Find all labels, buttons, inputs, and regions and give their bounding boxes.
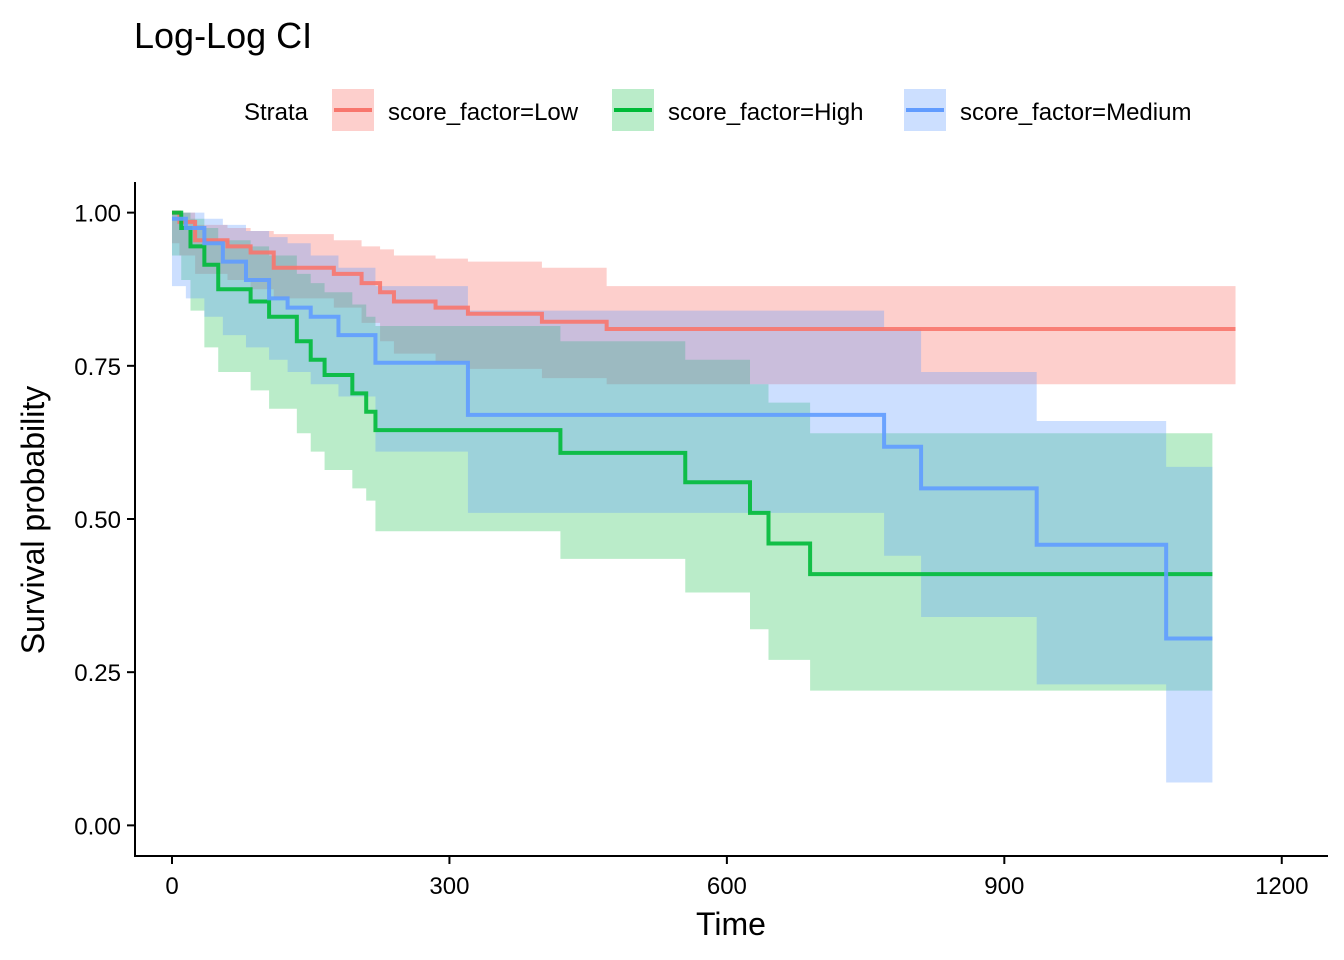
x-tick-label: 600 [707,873,747,900]
legend-label-0: score_factor=Low [388,99,579,126]
ci-band-2 [171,212,1213,783]
x-axis-title: Time [696,906,766,942]
legend-label-1: score_factor=High [668,99,863,126]
x-tick-label: 0 [165,873,178,900]
chart-title: Log-Log CI [134,15,312,56]
survival-curve-2 [171,216,1213,641]
x-tick-label: 1200 [1255,873,1308,900]
x-tick-label: 300 [429,873,469,900]
survival-curve-1 [171,210,1213,577]
legend-label-2: score_factor=Medium [960,99,1191,126]
y-tick-label: 0.00 [74,813,121,840]
x-tick-label: 900 [984,873,1024,900]
ci-band-0 [171,212,1236,394]
axes: 0 300 600 900 1200 0.00 0.25 0.50 0.75 1.00 [74,182,1328,900]
plot-area [171,210,1236,783]
y-tick-label: 1.00 [74,201,121,228]
y-tick-label: 0.50 [74,507,121,534]
legend: Strata score_factor=Low score_factor=High… [244,89,1191,131]
y-tick-label: 0.25 [74,660,121,687]
y-tick-label: 0.75 [74,354,121,381]
y-axis-title: Survival probability [15,386,51,655]
ci-band-1 [171,212,1213,691]
survival-curve-0 [171,210,1236,332]
legend-title: Strata [244,99,309,126]
